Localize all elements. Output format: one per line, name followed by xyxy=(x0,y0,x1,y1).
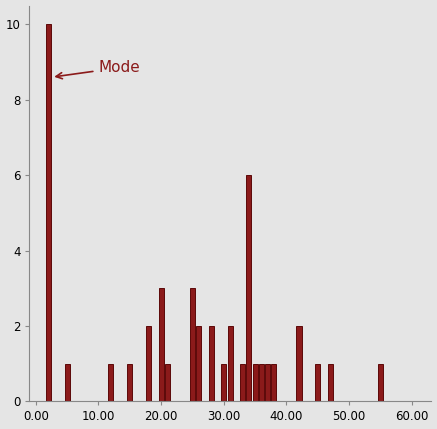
Bar xyxy=(108,364,114,402)
Bar xyxy=(65,364,69,402)
Bar xyxy=(46,24,51,402)
Bar xyxy=(165,364,170,402)
Bar xyxy=(159,288,163,402)
Bar xyxy=(253,364,258,402)
Bar xyxy=(296,326,302,402)
Bar xyxy=(190,288,195,402)
Bar xyxy=(265,364,270,402)
Bar xyxy=(221,364,226,402)
Bar xyxy=(209,326,214,402)
Bar xyxy=(127,364,132,402)
Bar xyxy=(271,364,277,402)
Bar xyxy=(240,364,245,402)
Bar xyxy=(246,175,251,402)
Bar xyxy=(315,364,320,402)
Bar xyxy=(328,364,333,402)
Bar xyxy=(259,364,264,402)
Bar xyxy=(228,326,232,402)
Bar xyxy=(196,326,201,402)
Bar xyxy=(146,326,151,402)
Text: Mode: Mode xyxy=(56,60,140,79)
Bar xyxy=(378,364,383,402)
